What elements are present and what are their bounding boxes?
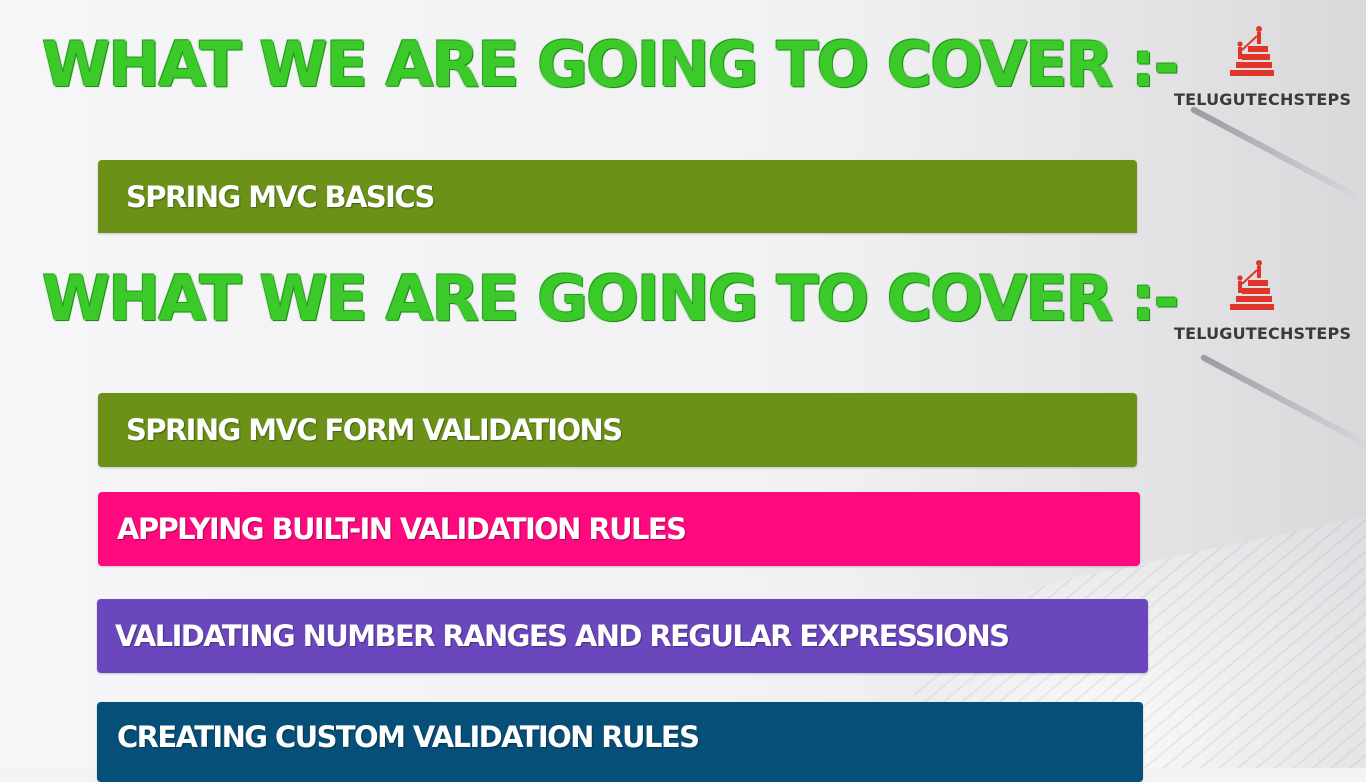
topic-label: VALIDATING NUMBER RANGES AND REGULAR EXP… [115,619,1010,653]
stairs-climbing-logo-icon [1230,26,1274,76]
topic-spring-mvc-form-validations: SPRING MVC FORM VALIDATIONS [98,393,1137,467]
brand-name: TELUGUTECHSTEPS [1174,90,1352,109]
slide-title: WHAT WE ARE GOING TO COVER :- [42,262,1180,335]
slide-title: WHAT WE ARE GOING TO COVER :- [42,28,1180,101]
stairs-climbing-logo-icon [1230,260,1274,310]
topic-creating-custom-validation-rules: CREATING CUSTOM VALIDATION RULES [97,702,1143,782]
topic-label: SPRING MVC FORM VALIDATIONS [126,413,623,447]
pen-decoration [1199,353,1366,449]
topic-validating-number-ranges: VALIDATING NUMBER RANGES AND REGULAR EXP… [97,599,1148,673]
topic-label: SPRING MVC BASICS [126,179,435,214]
topic-applying-built-in-validation-rules: APPLYING BUILT-IN VALIDATION RULES [98,492,1140,566]
brand-name: TELUGUTECHSTEPS [1174,324,1352,343]
pen-decoration [1189,105,1361,201]
topic-label: APPLYING BUILT-IN VALIDATION RULES [117,512,687,546]
topic-spring-mvc-basics: SPRING MVC BASICS [98,160,1137,233]
topic-label: CREATING CUSTOM VALIDATION RULES [117,720,700,754]
